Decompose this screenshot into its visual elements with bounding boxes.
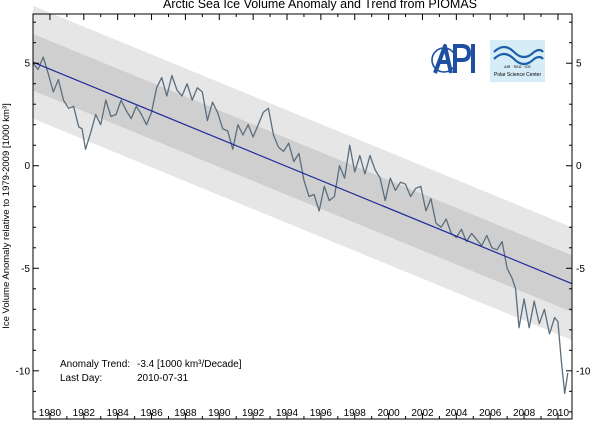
y-axis-label: Ice Volume Anomaly relative to 1979-2009… [1, 103, 12, 329]
plot-area [32, 5, 573, 395]
y-tick-label: -5 [21, 264, 30, 275]
x-tick-label: 1990 [208, 408, 231, 419]
y-tick-label: 0 [24, 161, 30, 172]
chart-title: Arctic Sea Ice Volume Anomaly and Trend … [163, 0, 477, 11]
y-tick-label-right: -5 [576, 264, 585, 275]
x-tick-label: 1996 [310, 408, 333, 419]
trend-annotation-value: -3.4 [1000 km³/Decade] [137, 359, 242, 370]
x-tick-label: 1984 [107, 408, 130, 419]
y-axis-ticks: 5 5 0 0 -5 -5 -10 -10 [16, 21, 590, 413]
y-tick-label-right: -10 [576, 366, 590, 377]
x-tick-label: 1992 [242, 408, 265, 419]
x-tick-label: 1998 [344, 408, 367, 419]
x-axis-ticks: 1980 1982 1984 1986 1988 1990 1992 1994 1996 1998… [32, 14, 570, 419]
x-tick-label: 1994 [276, 408, 299, 419]
x-tick-label: 2010 [547, 408, 570, 419]
x-tick-label: 2006 [479, 408, 502, 419]
last-day-value: 2010-07-31 [137, 373, 189, 384]
apl-logo [431, 40, 479, 80]
x-tick-label: 2008 [513, 408, 536, 419]
polar-science-center-logo: AIR · SEA · ICE Polar Science Center [490, 40, 545, 82]
x-tick-label: 2004 [445, 408, 468, 419]
plot-frame [32, 13, 573, 420]
x-tick-label: 1986 [140, 408, 163, 419]
x-tick-label: 1982 [73, 408, 96, 419]
logo-polar-science-center-text: Polar Science Center [494, 72, 542, 78]
y-tick-label: -10 [16, 366, 31, 377]
trend-line [32, 61, 573, 285]
trend-annotation-label: Anomaly Trend: [60, 359, 130, 370]
x-tick-label: 1988 [174, 408, 197, 419]
y-tick-label: 5 [24, 59, 30, 70]
y-tick-label-right: 5 [576, 59, 582, 70]
y-tick-label-right: 0 [576, 161, 582, 172]
logo-air-sea-ice-text: AIR · SEA · ICE [504, 65, 531, 69]
x-tick-label: 2002 [411, 408, 434, 419]
x-tick-label: 1980 [39, 408, 62, 419]
last-day-label: Last Day: [60, 373, 102, 384]
anomaly-series-line [32, 56, 569, 395]
x-tick-label: 2000 [377, 408, 400, 419]
